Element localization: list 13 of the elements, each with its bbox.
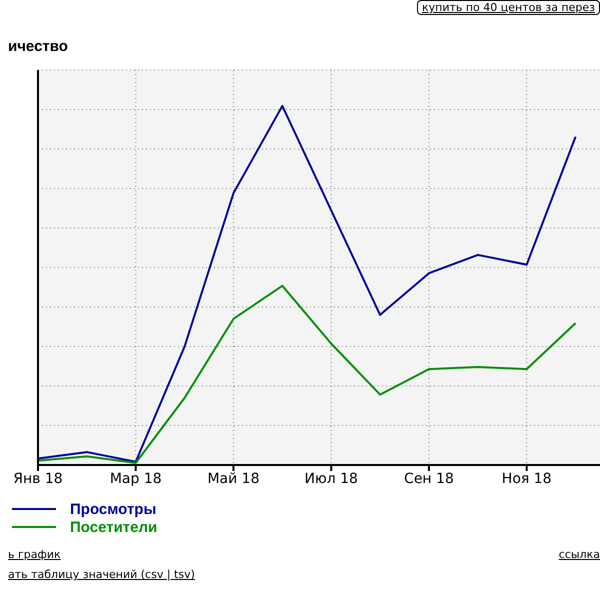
- x-tick-label: Июл 18: [304, 470, 358, 487]
- x-tick-label: Янв 18: [13, 470, 63, 487]
- text: ать таблицу значений (csv | tsv): [8, 568, 195, 581]
- x-tick-label: Май 18: [207, 470, 260, 487]
- text: ссылка: [558, 548, 600, 561]
- x-tick-label: Мар 18: [110, 470, 162, 487]
- text: ь график: [8, 548, 61, 561]
- x-tick-label: Сен 18: [404, 470, 454, 487]
- text: купить по 40 центов за перез: [416, 0, 600, 15]
- y-axis-title: ичество: [8, 38, 69, 57]
- legend-label: Просмотры: [70, 500, 156, 518]
- x-tick-label: Ноя 18: [502, 470, 552, 487]
- legend-label: Посетители: [70, 518, 158, 536]
